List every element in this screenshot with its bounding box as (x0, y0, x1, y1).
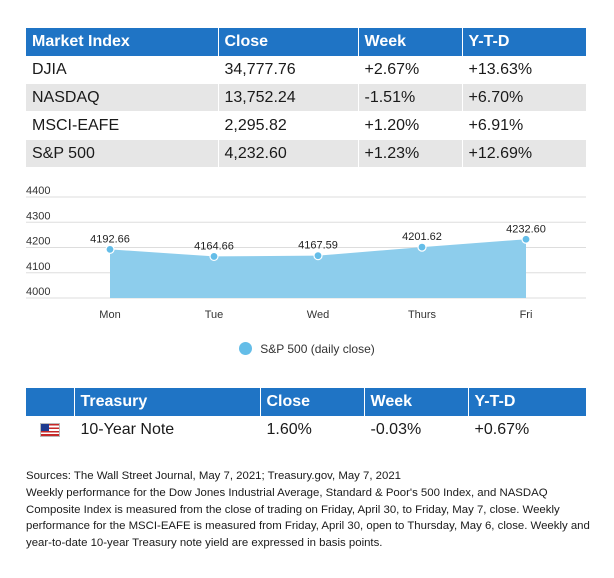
y-axis-ticks: 4400 4300 4200 4100 4000 (26, 185, 50, 298)
us-flag-icon (39, 422, 60, 437)
x-tick-label: Mon (99, 309, 120, 321)
flag-cell (26, 416, 75, 445)
header-close: Close (260, 388, 365, 416)
header-ytd: Y-T-D (468, 388, 586, 416)
data-label: 4232.60 (506, 223, 546, 235)
footnote-line: performance for the MSCI-EAFE is measure… (26, 520, 590, 533)
index-close: 13,752.24 (218, 83, 359, 112)
data-point (313, 251, 323, 261)
table-row: DJIA 34,777.76 +2.67% +13.63% (26, 56, 586, 84)
data-label: 4164.66 (194, 240, 234, 252)
index-name: MSCI-EAFE (26, 111, 219, 140)
index-ytd: +12.69% (462, 139, 586, 168)
index-week: -1.51% (358, 83, 463, 112)
header-flag (26, 388, 75, 416)
footnote-line: year-to-date 10-year Treasury note yield… (26, 537, 383, 550)
sources-text: Sources: The Wall Street Journal, May 7,… (26, 470, 402, 482)
market-index-table: Market Index Close Week Y-T-D DJIA 34,77… (26, 28, 586, 168)
index-ytd: +13.63% (462, 56, 586, 84)
x-axis-ticks: Mon Tue Wed Thurs Fri (99, 309, 532, 321)
legend-marker-icon (239, 342, 253, 356)
x-tick-label: Tue (205, 309, 224, 321)
header-week: Week (358, 28, 463, 56)
index-close: 34,777.76 (218, 56, 359, 84)
data-label: 4192.66 (90, 233, 130, 245)
treasury-table: Treasury Close Week Y-T-D 10-Year Note 1… (26, 388, 586, 445)
treasury-ytd: +0.67% (468, 416, 586, 445)
index-name: S&P 500 (26, 139, 219, 168)
header-market-index: Market Index (26, 28, 219, 56)
data-label: 4167.59 (298, 240, 338, 252)
treasury-week: -0.03% (364, 416, 469, 445)
data-labels: 4192.66 4164.66 4167.59 4201.62 4232.60 (90, 223, 546, 252)
y-tick-label: 4200 (26, 236, 50, 248)
legend-label: S&P 500 (daily close) (260, 341, 375, 356)
index-name: NASDAQ (26, 83, 219, 112)
data-label: 4201.62 (402, 231, 442, 243)
header-close: Close (218, 28, 359, 56)
sp500-area-chart: 4400 4300 4200 4100 4000 4192.66 4164.66 4167.… (26, 185, 586, 321)
index-week: +1.20% (358, 111, 463, 140)
y-tick-label: 4300 (26, 210, 50, 222)
header-week: Week (364, 388, 469, 416)
index-ytd: +6.91% (462, 111, 586, 140)
data-point (209, 251, 219, 262)
treasury-close: 1.60% (260, 416, 365, 445)
treasury-name: 10-Year Note (74, 416, 261, 445)
header-treasury: Treasury (74, 388, 261, 416)
y-tick-label: 4400 (26, 185, 50, 197)
header-ytd: Y-T-D (462, 28, 586, 56)
index-close: 4,232.60 (218, 139, 359, 168)
index-close: 2,295.82 (218, 111, 359, 140)
y-tick-label: 4000 (26, 286, 50, 298)
data-point (521, 234, 531, 244)
footnote-line: Composite Index is measured from the clo… (26, 503, 560, 516)
table-row: MSCI-EAFE 2,295.82 +1.20% +6.91% (26, 111, 586, 140)
index-week: +1.23% (358, 139, 463, 168)
x-tick-label: Wed (307, 309, 329, 321)
data-point (417, 242, 427, 252)
sp500-area (110, 239, 526, 298)
table-row: 10-Year Note 1.60% -0.03% +0.67% (26, 416, 586, 445)
footnote-line: Weekly performance for the Dow Jones Ind… (26, 486, 548, 499)
data-points (105, 234, 531, 262)
x-tick-label: Thurs (408, 309, 437, 321)
x-tick-label: Fri (520, 309, 533, 321)
treasury-table-header: Treasury Close Week Y-T-D (26, 388, 586, 416)
index-week: +2.67% (358, 56, 463, 84)
footnotes: Sources: The Wall Street Journal, May 7,… (26, 468, 592, 552)
index-name: DJIA (26, 56, 219, 84)
index-ytd: +6.70% (462, 83, 586, 112)
y-tick-label: 4100 (26, 261, 50, 273)
market-table-header: Market Index Close Week Y-T-D (26, 28, 586, 56)
table-row: S&P 500 4,232.60 +1.23% +12.69% (26, 139, 586, 168)
data-point (105, 244, 115, 254)
table-row: NASDAQ 13,752.24 -1.51% +6.70% (26, 83, 586, 112)
chart-legend: S&P 500 (daily close) (0, 341, 614, 356)
